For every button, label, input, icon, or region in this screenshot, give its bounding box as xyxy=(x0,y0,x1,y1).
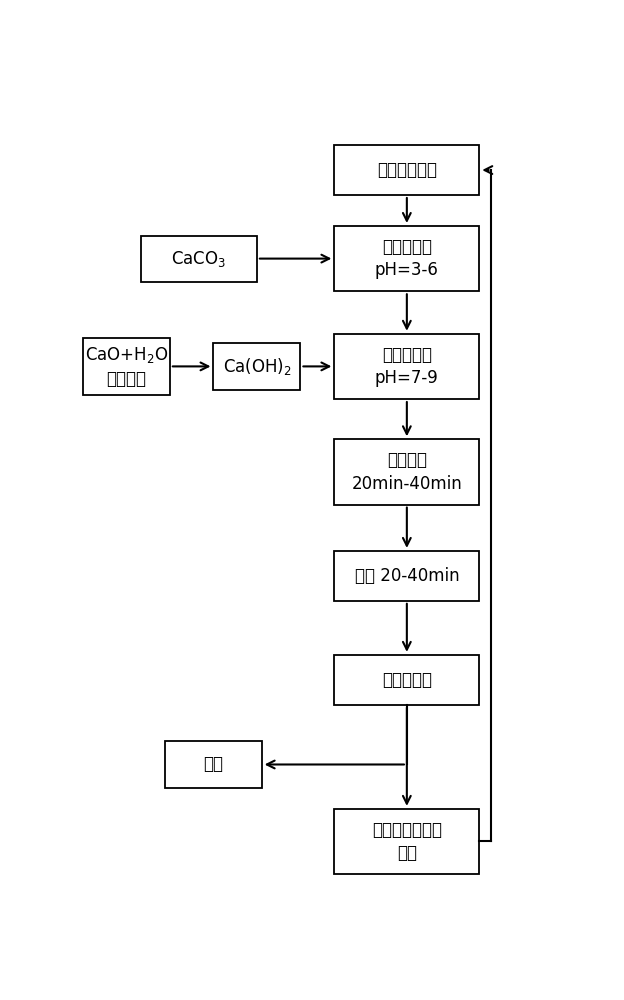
Bar xyxy=(141,236,257,282)
Bar xyxy=(334,551,479,601)
Text: 压滤机压滤: 压滤机压滤 xyxy=(382,671,432,689)
Bar xyxy=(83,338,170,395)
Text: 一段中和至
pH=3-6: 一段中和至 pH=3-6 xyxy=(375,238,439,279)
Text: Ca(OH)$_2$: Ca(OH)$_2$ xyxy=(223,356,291,377)
Text: 二段中和至
pH=7-9: 二段中和至 pH=7-9 xyxy=(375,346,439,387)
Text: 稀释循环用副产
石膏: 稀释循环用副产 石膏 xyxy=(372,821,442,862)
Text: 外排: 外排 xyxy=(203,755,223,773)
Text: CaCO$_3$: CaCO$_3$ xyxy=(172,249,227,269)
Text: 继续搅拌
20min-40min: 继续搅拌 20min-40min xyxy=(351,451,462,493)
Bar xyxy=(334,655,479,705)
Text: 钛白酸性废水: 钛白酸性废水 xyxy=(377,161,437,179)
Text: CaO+H$_2$O
消化反应: CaO+H$_2$O 消化反应 xyxy=(85,345,168,388)
Bar xyxy=(334,809,479,874)
Bar xyxy=(334,334,479,399)
Bar xyxy=(334,145,479,195)
Bar xyxy=(334,226,479,291)
Text: 静置 20-40min: 静置 20-40min xyxy=(354,567,459,585)
Bar xyxy=(334,439,479,505)
Bar xyxy=(213,343,301,389)
Bar xyxy=(165,741,262,788)
